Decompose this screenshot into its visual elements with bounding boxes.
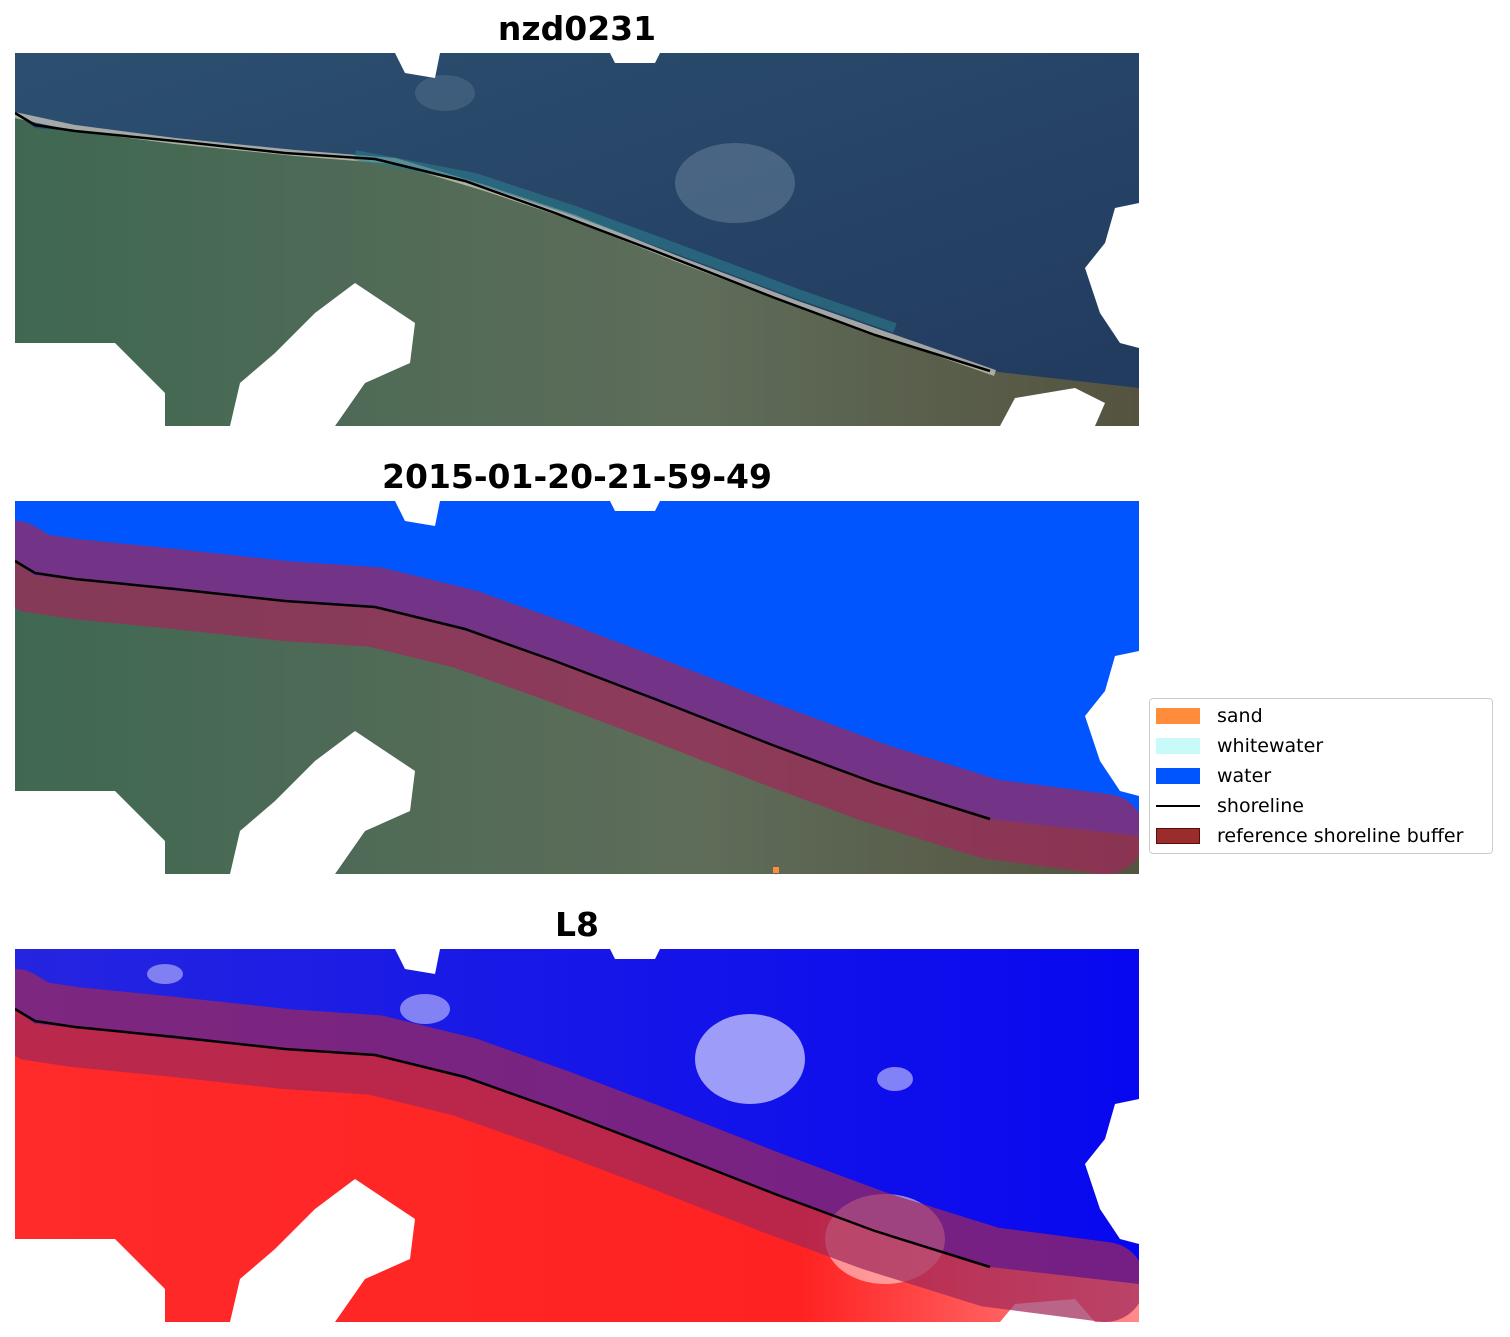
legend-item-sand: sand xyxy=(1156,701,1263,731)
buffer-swatch xyxy=(1156,828,1200,844)
shoreline-line xyxy=(15,559,991,821)
legend-label: reference shoreline buffer xyxy=(1217,825,1464,847)
panel-title-3: L8 xyxy=(555,905,599,944)
legend-label: water xyxy=(1217,765,1272,787)
water-swatch xyxy=(1156,768,1200,784)
shoreline-line xyxy=(15,1007,991,1269)
legend-label: whitewater xyxy=(1217,735,1324,757)
classified-image xyxy=(15,501,1139,874)
false-color-image xyxy=(15,949,1139,1322)
rgb-satellite-image xyxy=(15,53,1139,426)
legend-label: sand xyxy=(1217,705,1263,727)
whitewater-swatch xyxy=(1156,738,1200,754)
panel-title-2: 2015-01-20-21-59-49 xyxy=(382,457,772,496)
legend-item-buffer: reference shoreline buffer xyxy=(1156,821,1463,851)
legend-item-whitewater: whitewater xyxy=(1156,731,1323,761)
sand-swatch xyxy=(1156,708,1200,724)
legend-item-shoreline: shoreline xyxy=(1156,791,1304,821)
panel-title-1: nzd0231 xyxy=(497,9,657,48)
legend-label: shoreline xyxy=(1217,795,1304,817)
shoreline-line-swatch xyxy=(1156,805,1200,807)
legend-item-water: water xyxy=(1156,761,1271,791)
shoreline-line xyxy=(15,111,991,373)
legend: sand whitewater water shoreline referenc… xyxy=(1149,698,1493,854)
